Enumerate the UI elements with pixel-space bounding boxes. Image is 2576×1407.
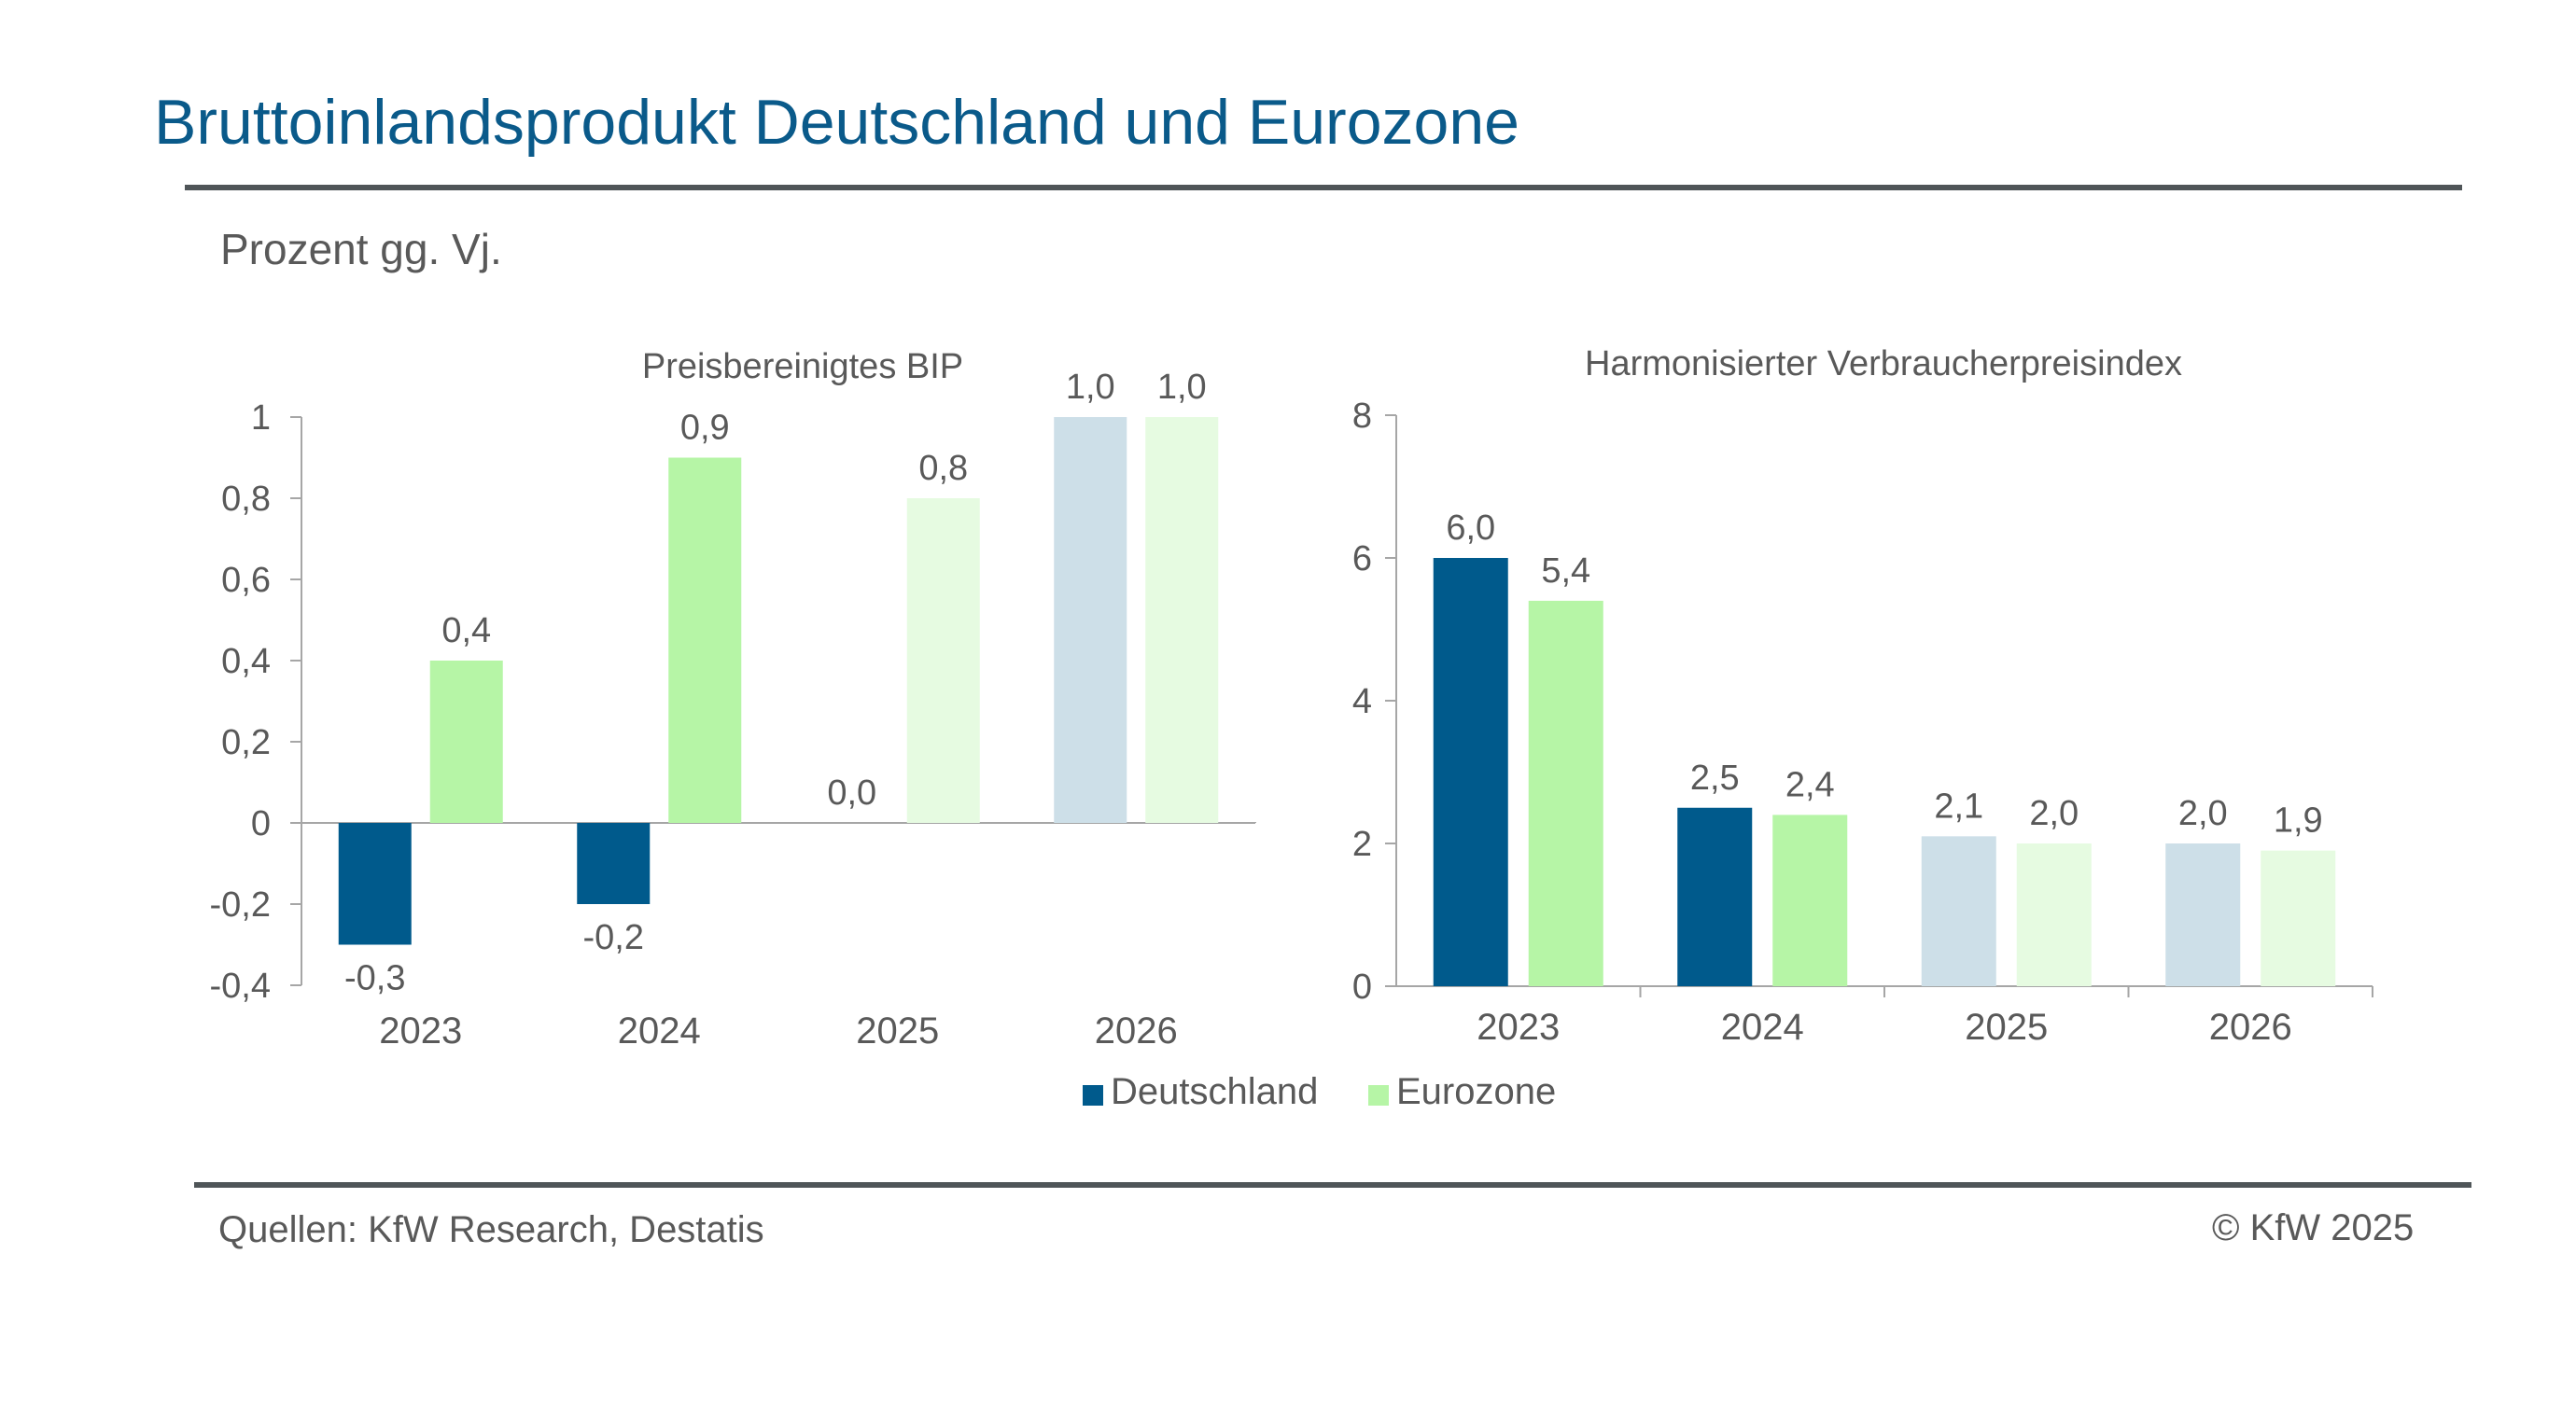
data-label: 2,4 (1785, 765, 1835, 804)
legend-swatch-deutschland (1083, 1085, 1103, 1106)
bar-eurozone (2016, 843, 2092, 986)
bottom-divider (194, 1182, 2471, 1188)
y-tick-label: 8 (1352, 397, 1372, 436)
y-tick-label: 0,8 (221, 480, 271, 519)
x-category-label: 2023 (379, 1010, 462, 1052)
bar-deutschland (1921, 836, 1996, 986)
x-category-label: 2024 (1721, 1007, 1804, 1048)
bar-eurozone (906, 498, 980, 823)
y-tick-label: 2 (1352, 825, 1372, 864)
x-category-label: 2026 (1095, 1010, 1178, 1052)
data-label: 2,1 (1934, 787, 1983, 826)
y-tick-label: 4 (1352, 682, 1372, 721)
y-tick-label: -0,4 (210, 967, 271, 1006)
bar-eurozone (668, 457, 742, 823)
bar-eurozone (1145, 417, 1219, 823)
source-note: Quellen: KfW Research, Destatis (218, 1209, 764, 1250)
y-tick-label: -0,2 (210, 885, 271, 925)
bar-eurozone (429, 661, 503, 823)
data-label: 2,0 (2029, 794, 2079, 833)
y-tick-label: 0 (251, 804, 271, 843)
x-category-label: 2023 (1477, 1007, 1560, 1048)
top-divider (185, 185, 2462, 190)
bar-eurozone (2261, 850, 2336, 986)
bar-deutschland (1054, 417, 1127, 823)
data-label: -0,2 (583, 918, 644, 957)
chart-title: Preisbereinigtes BIP (642, 347, 963, 386)
legend-label: Eurozone (1396, 1071, 1556, 1112)
y-tick-label: 0 (1352, 968, 1372, 1007)
chart-subtitle: Prozent gg. Vj. (220, 225, 502, 273)
data-label: 2,5 (1690, 759, 1740, 798)
y-tick-label: 0,4 (221, 642, 271, 681)
bar-eurozone (1528, 600, 1603, 986)
data-label: 0,0 (827, 773, 876, 813)
data-label: 6,0 (1446, 508, 1495, 548)
x-category-label: 2025 (856, 1010, 939, 1052)
x-category-label: 2025 (1965, 1007, 2048, 1048)
data-label: 1,0 (1066, 368, 1115, 407)
page-title: Bruttoinlandsprodukt Deutschland und Eur… (154, 87, 1519, 158)
y-tick-label: 1 (251, 398, 271, 438)
bar-deutschland (2165, 843, 2241, 986)
bar-eurozone (1772, 815, 1848, 986)
bar-deutschland (338, 823, 412, 945)
data-label: 5,4 (1541, 551, 1590, 591)
data-label: 0,9 (680, 409, 730, 448)
y-tick-label: 0,2 (221, 723, 271, 762)
copyright-note: © KfW 2025 (2212, 1207, 2415, 1248)
bar-deutschland (1433, 558, 1508, 986)
y-tick-label: 0,6 (221, 561, 271, 600)
data-label: 0,8 (918, 449, 968, 488)
bar-deutschland (1677, 807, 1753, 986)
legend-swatch-eurozone (1368, 1085, 1389, 1106)
x-category-label: 2026 (2209, 1007, 2292, 1048)
data-label: 0,4 (441, 611, 491, 650)
bar-deutschland (577, 823, 651, 904)
data-label: 2,0 (2178, 794, 2228, 833)
data-label: 1,0 (1157, 368, 1207, 407)
x-category-label: 2024 (618, 1010, 701, 1052)
data-label: -0,3 (344, 959, 405, 998)
chart-title: Harmonisierter Verbraucherpreisindex (1585, 344, 2182, 383)
data-label: 1,9 (2274, 801, 2323, 841)
y-tick-label: 6 (1352, 539, 1372, 578)
legend-label: Deutschland (1111, 1071, 1318, 1112)
